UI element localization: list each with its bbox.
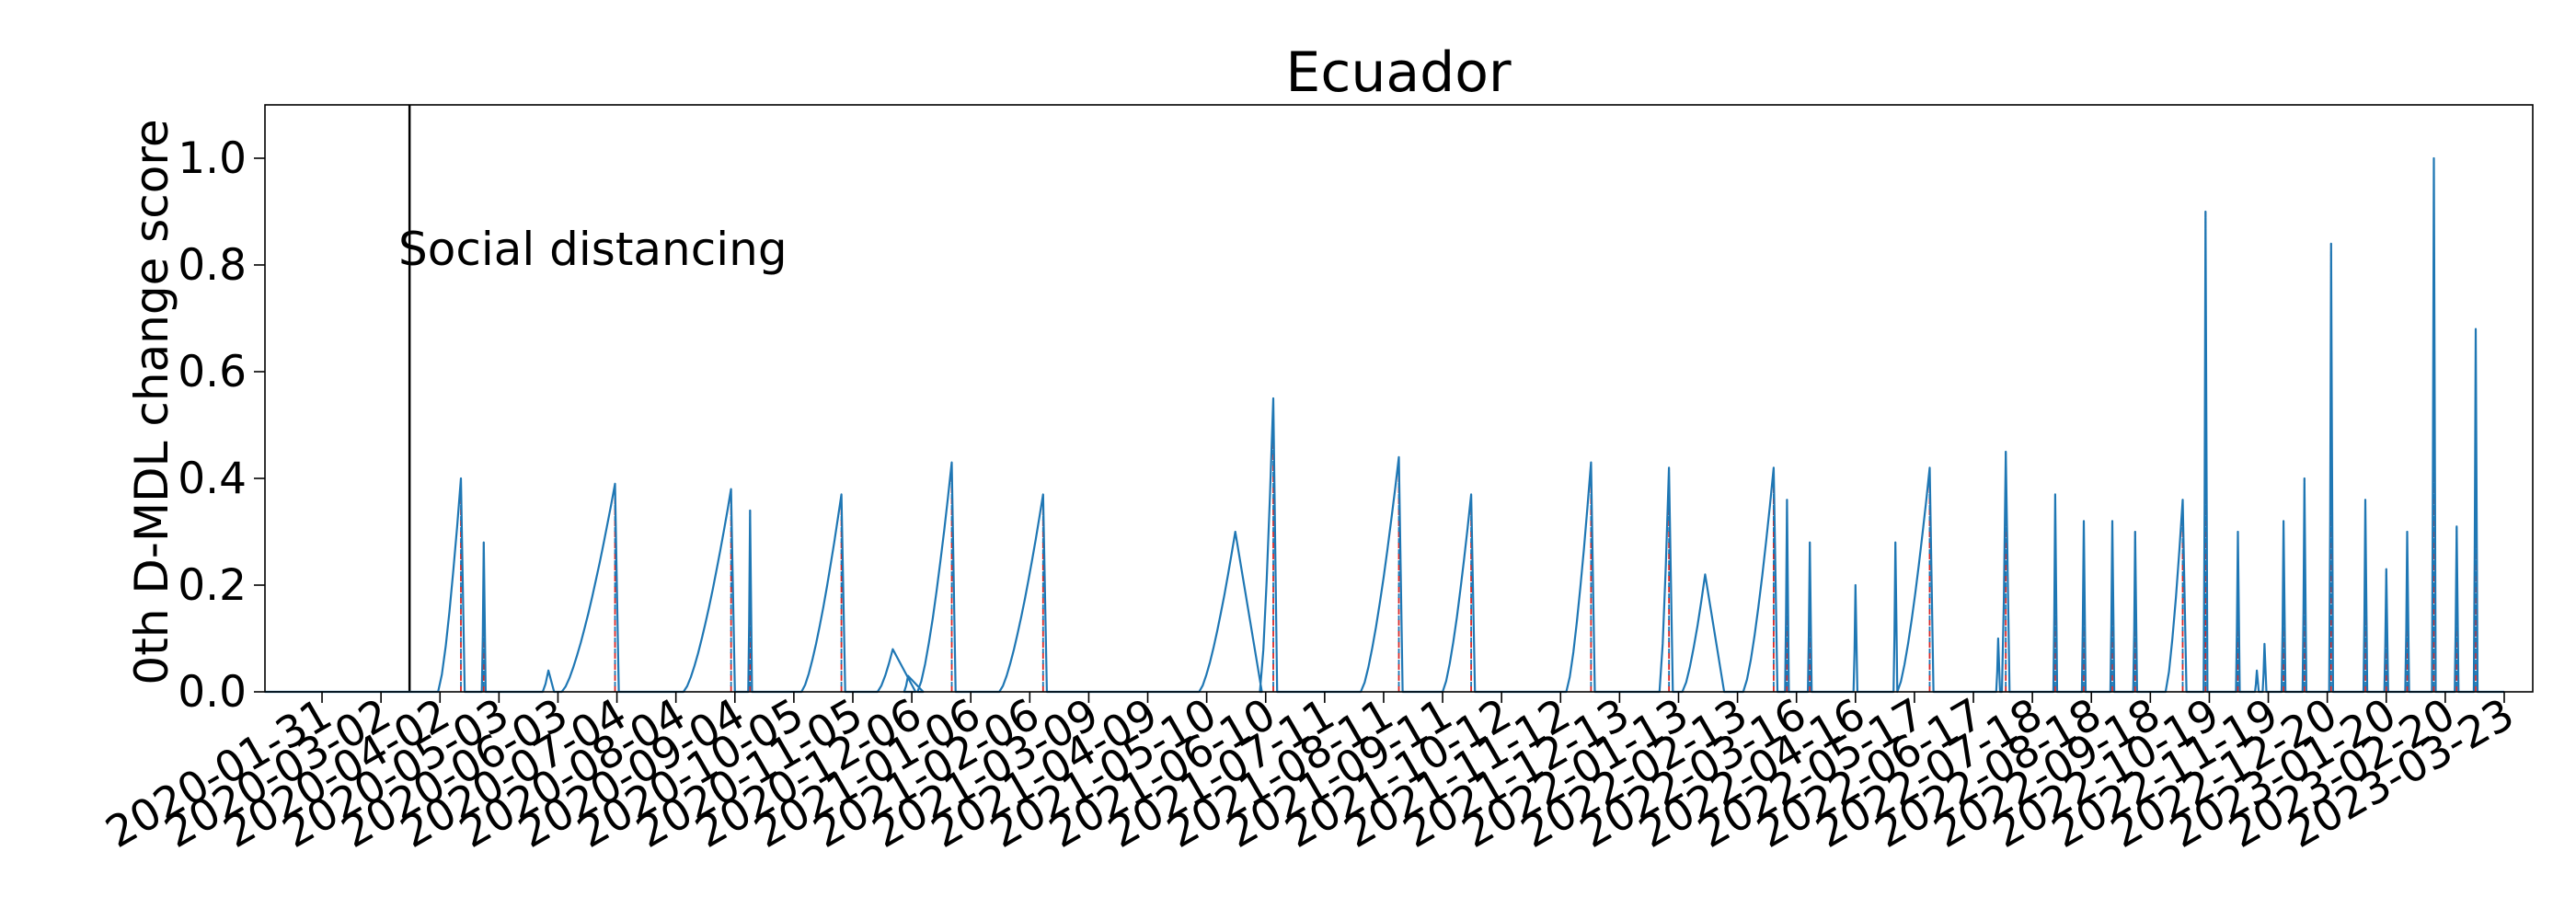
score-series-line [265, 156, 2504, 694]
y-tick-label: 0.4 [178, 454, 247, 504]
plot-frame [264, 104, 2534, 693]
y-tick-label: 1.0 [178, 133, 247, 184]
plot-area [265, 105, 2504, 694]
y-tick-label: 0.8 [178, 240, 247, 291]
y-tick-label: 0.2 [178, 560, 247, 611]
event-annotation: Social distancing [398, 223, 788, 276]
y-axis-label: 0th D-MDL change score [125, 119, 178, 684]
y-tick-label: 0.0 [178, 667, 247, 718]
chart-title: Ecuador [1285, 40, 1511, 105]
y-tick-label: 0.6 [178, 347, 247, 397]
